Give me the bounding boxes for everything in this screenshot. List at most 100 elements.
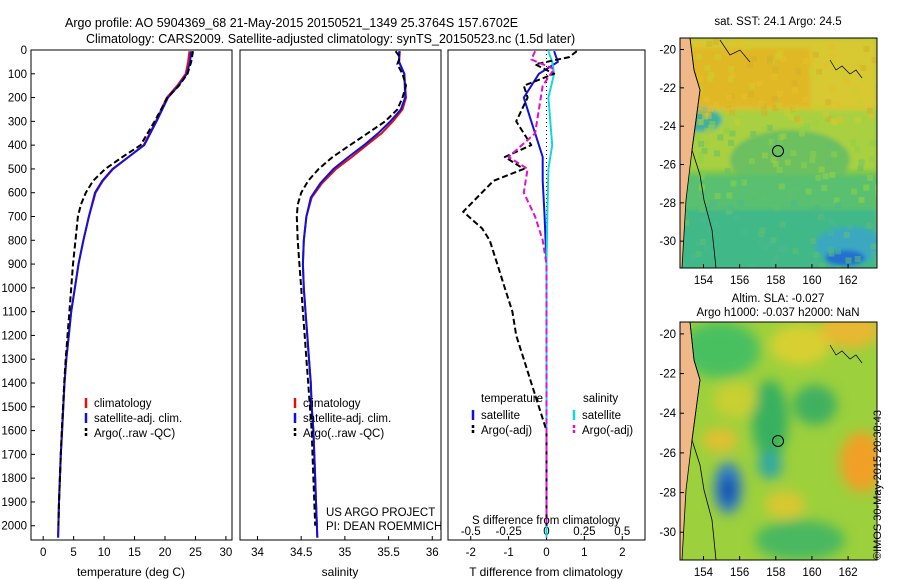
series-satellite-adj-clim- (301, 51, 407, 538)
series-temperature-argo-adj- (462, 50, 578, 526)
lon-tick-label: 162 (838, 275, 857, 287)
lat-tick-label: -22 (659, 369, 676, 381)
temperature-panel: 0100200300400500600700800900100011001200… (1, 45, 233, 579)
lon-tick-label: 156 (730, 567, 749, 579)
salinity-axis: 34 34.5 35 35.5 36 (251, 536, 439, 559)
title-line1: Argo profile: AO 5904369_68 21-May-2015 … (65, 16, 518, 30)
legend-header-salinity: salinity (583, 393, 618, 405)
title-line2: Climatology: CARS2009. Satellite-adjuste… (86, 32, 575, 46)
x-tick-label: -2 (466, 547, 476, 559)
lat-tick-label: -26 (659, 448, 676, 460)
x-tick-label: -1 (503, 547, 513, 559)
x-tick-label: 20 (159, 547, 172, 559)
depth-tick-label: 1400 (1, 378, 27, 390)
depth-tick-label: 1500 (1, 402, 27, 414)
depth-tick-label: 1600 (1, 426, 27, 438)
sst-argo-location-marker (772, 145, 784, 157)
lat-tick-label: -28 (659, 488, 676, 500)
lat-tick-label: -26 (659, 160, 676, 172)
lon-tick-label: 162 (838, 567, 857, 579)
temperature-xlabel: temperature (deg C) (77, 565, 185, 579)
depth-tick-label: 1300 (1, 354, 27, 366)
sla-map-lat-axis: -20 -22 -24 -26 -28 -30 (659, 329, 684, 539)
sla-map-title-line2: Argo h1000: -0.037 h2000: NaN (696, 307, 859, 319)
legend-label: Argo(..raw -QC) (303, 428, 384, 440)
depth-tick-label: 1100 (2, 307, 27, 319)
depth-tick-label: 700 (8, 212, 27, 224)
legend-label: satellite-adj. clim. (303, 413, 391, 425)
depth-tick-label: 1000 (1, 283, 27, 295)
x-tick-label: 2 (619, 547, 625, 559)
sla-argo-location-marker (772, 435, 784, 447)
difference-legend: temperature salinity satellite Argo(-adj) sa… (471, 393, 633, 437)
x-tick-label: 15 (128, 547, 141, 559)
temperature-legend: climatology satellite-adj. clim. Argo(..ra… (84, 398, 182, 440)
t-difference-label: T difference from climatology (469, 565, 623, 579)
series-salinity-argo-adj- (507, 50, 556, 526)
depth-tick-label: 300 (8, 116, 27, 128)
depth-tick-label: 400 (8, 140, 27, 152)
x-tick-label: 25 (189, 547, 202, 559)
lat-tick-label: -30 (659, 527, 676, 539)
sst-map-lon-axis: 154 156 158 160 162 (694, 264, 858, 287)
depth-tick-label: 800 (8, 235, 27, 247)
s-difference-label: S difference from climatology (472, 515, 620, 527)
lon-tick-label: 158 (766, 567, 785, 579)
legend-label: satellite-adj. clim. (94, 413, 182, 425)
lat-tick-label: -22 (659, 83, 676, 95)
depth-axis: 0 100 200 300 400 500 600 700 800 900 1000 1100 1200… (1, 45, 35, 533)
salinity-xlabel: salinity (322, 565, 359, 579)
lon-tick-label: 160 (802, 567, 821, 579)
lon-tick-label: 154 (694, 275, 714, 287)
legend-label: Argo(-adj) (582, 425, 633, 437)
credit-line1: US ARGO PROJECT (326, 507, 435, 519)
legend-label: satellite (582, 410, 621, 422)
imos-timestamp: ©IMOS 30-May-2015 20:38:43 (872, 410, 884, 560)
salinity-legend: climatology satellite-adj. clim. Argo(..ra… (293, 398, 391, 440)
legend-label: climatology (303, 398, 361, 410)
sst-map-title: sat. SST: 24.1 Argo: 24.5 (714, 16, 841, 28)
x-tick-label: 36 (426, 547, 439, 559)
lon-tick-label: 156 (730, 275, 749, 287)
depth-tick-label: 600 (8, 188, 27, 200)
x-tick-label: 35 (338, 547, 351, 559)
legend-label: Argo(..raw -QC) (94, 428, 175, 440)
depth-tick-label: 200 (8, 93, 27, 105)
lat-tick-label: -30 (659, 236, 676, 248)
depth-tick-label: 500 (8, 164, 27, 176)
legend-header-temperature: temperature (481, 393, 543, 405)
s-tick-label: -0.5 (461, 526, 481, 538)
depth-tick-label: 2000 (1, 521, 27, 533)
depth-tick-label: 0 (21, 45, 27, 57)
depth-tick-label: 1700 (1, 449, 27, 461)
depth-tick-label: 1900 (1, 497, 27, 509)
credit-line2: PI: DEAN ROEMMICH (326, 521, 442, 533)
x-tick-label: 35.5 (377, 547, 399, 559)
x-tick-label: 5 (70, 547, 76, 559)
sla-map-title-line1: Altim. SLA: -0.027 (732, 293, 825, 305)
temperature-plot-frame (30, 49, 233, 541)
lon-tick-label: 158 (766, 275, 785, 287)
lon-tick-label: 154 (694, 567, 714, 579)
lat-tick-label: -20 (659, 45, 676, 57)
x-tick-label: 1 (581, 547, 587, 559)
depth-tick-label: 1200 (1, 330, 27, 342)
depth-tick-label: 1800 (1, 473, 27, 485)
temperature-axis: 0 5 10 15 20 25 30 (40, 536, 232, 559)
s-tick-label: 0.5 (614, 526, 630, 538)
depth-tick-label: 900 (8, 259, 27, 271)
x-tick-label: 34.5 (290, 547, 312, 559)
salinity-panel: 34 34.5 35 35.5 36 climatology satellite-adj.… (239, 49, 442, 579)
lat-tick-label: -28 (659, 198, 676, 210)
x-tick-label: 34 (251, 547, 264, 559)
x-tick-label: 30 (220, 547, 233, 559)
lon-tick-label: 160 (802, 275, 821, 287)
x-tick-label: 10 (98, 547, 111, 559)
sst-map: sat. SST: 24.1 Argo: 24.5 154 156 158 1 (659, 16, 878, 287)
legend-label: Argo(-adj) (481, 425, 532, 437)
lat-tick-label: -24 (659, 408, 676, 420)
legend-label: satellite (481, 410, 520, 422)
salinity-plot-frame (239, 49, 442, 541)
x-tick-label: 0 (543, 547, 549, 559)
